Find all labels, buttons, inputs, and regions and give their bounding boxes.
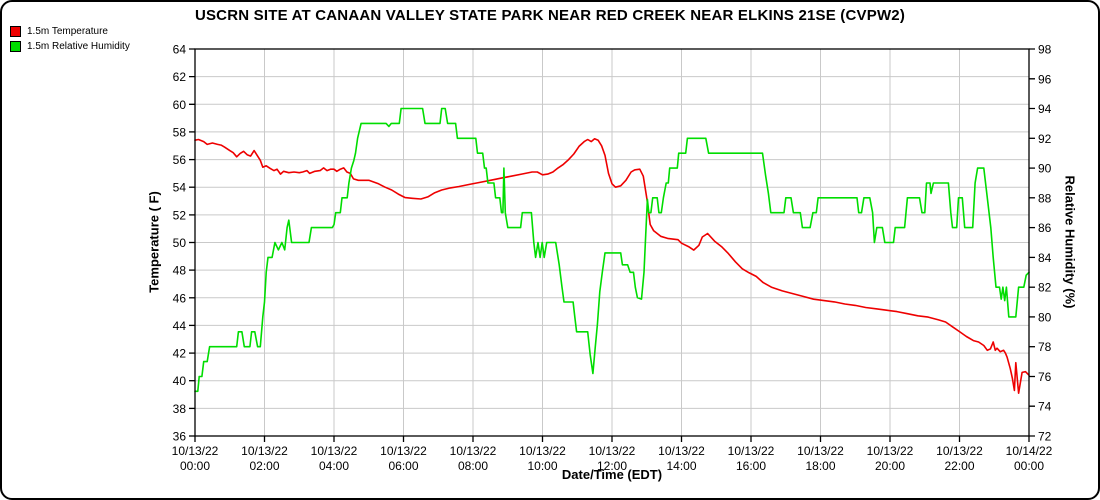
svg-text:50: 50 bbox=[173, 236, 187, 250]
svg-text:10/13/22: 10/13/22 bbox=[241, 444, 288, 458]
x-axis-title: Date/Time (EDT) bbox=[561, 467, 663, 482]
svg-text:36: 36 bbox=[173, 430, 187, 444]
svg-text:00:00: 00:00 bbox=[1014, 459, 1044, 473]
svg-text:78: 78 bbox=[1038, 340, 1052, 354]
svg-text:60: 60 bbox=[173, 98, 187, 112]
svg-text:12:00: 12:00 bbox=[597, 459, 627, 473]
temperature-swatch-icon bbox=[10, 26, 21, 37]
temperature-series-line bbox=[194, 138, 1030, 395]
y-left-axis-title: Temperature ( F) bbox=[146, 191, 162, 293]
legend: 1.5m Temperature 1.5m Relative Humidity bbox=[10, 26, 130, 56]
svg-text:10/13/22: 10/13/22 bbox=[658, 444, 705, 458]
humidity-swatch-icon bbox=[10, 41, 21, 52]
svg-text:88: 88 bbox=[1038, 191, 1052, 205]
svg-text:56: 56 bbox=[173, 153, 187, 167]
svg-text:84: 84 bbox=[1038, 251, 1052, 265]
svg-text:92: 92 bbox=[1038, 132, 1052, 146]
svg-text:10/13/22: 10/13/22 bbox=[519, 444, 566, 458]
svg-text:02:00: 02:00 bbox=[249, 459, 279, 473]
svg-text:10/13/22: 10/13/22 bbox=[450, 444, 497, 458]
legend-label-temperature: 1.5m Temperature bbox=[27, 26, 108, 37]
svg-text:10/13/22: 10/13/22 bbox=[172, 444, 219, 458]
svg-text:14:00: 14:00 bbox=[666, 459, 696, 473]
svg-text:10/13/22: 10/13/22 bbox=[380, 444, 427, 458]
svg-text:42: 42 bbox=[173, 347, 187, 361]
y-right-tick-labels: 98 96 94 92 90 88 86 84 82 80 78 76 74 72 bbox=[1029, 43, 1052, 444]
svg-text:94: 94 bbox=[1038, 102, 1052, 116]
svg-text:04:00: 04:00 bbox=[319, 459, 349, 473]
svg-text:10/13/22: 10/13/22 bbox=[867, 444, 914, 458]
svg-text:54: 54 bbox=[173, 181, 187, 195]
chart-title: USCRN SITE AT CANAAN VALLEY STATE PARK N… bbox=[194, 7, 906, 24]
svg-text:82: 82 bbox=[1038, 281, 1052, 295]
svg-text:48: 48 bbox=[173, 264, 187, 278]
svg-text:10/13/22: 10/13/22 bbox=[797, 444, 844, 458]
svg-text:86: 86 bbox=[1038, 221, 1052, 235]
svg-text:10/14/22: 10/14/22 bbox=[1006, 444, 1053, 458]
svg-text:10:00: 10:00 bbox=[527, 459, 557, 473]
legend-label-humidity: 1.5m Relative Humidity bbox=[27, 41, 130, 52]
svg-text:10/13/22: 10/13/22 bbox=[311, 444, 358, 458]
svg-text:80: 80 bbox=[1038, 310, 1052, 324]
svg-text:44: 44 bbox=[173, 319, 187, 333]
gridlines bbox=[195, 49, 1029, 436]
svg-text:38: 38 bbox=[173, 402, 187, 416]
y-right-axis-title: Relative Humidity (%) bbox=[1062, 175, 1078, 309]
svg-text:96: 96 bbox=[1038, 72, 1052, 86]
svg-text:18:00: 18:00 bbox=[805, 459, 835, 473]
svg-text:10/13/22: 10/13/22 bbox=[936, 444, 983, 458]
svg-text:10/13/22: 10/13/22 bbox=[589, 444, 636, 458]
y-left-tick-labels: 64 62 60 58 56 54 52 50 48 46 44 42 40 38 36 bbox=[173, 43, 195, 444]
svg-text:72: 72 bbox=[1038, 430, 1052, 444]
svg-text:46: 46 bbox=[173, 291, 187, 305]
svg-text:76: 76 bbox=[1038, 370, 1052, 384]
svg-text:10/13/22: 10/13/22 bbox=[728, 444, 775, 458]
svg-text:22:00: 22:00 bbox=[944, 459, 974, 473]
svg-text:20:00: 20:00 bbox=[875, 459, 905, 473]
svg-text:00:00: 00:00 bbox=[180, 459, 210, 473]
svg-text:16:00: 16:00 bbox=[736, 459, 766, 473]
svg-text:40: 40 bbox=[173, 374, 187, 388]
svg-text:74: 74 bbox=[1038, 400, 1052, 414]
x-tick-labels: 10/13/2200:0010/13/2202:0010/13/2204:001… bbox=[172, 436, 1053, 473]
legend-item-temperature: 1.5m Temperature bbox=[10, 26, 130, 37]
svg-text:64: 64 bbox=[173, 43, 187, 57]
legend-item-humidity: 1.5m Relative Humidity bbox=[10, 41, 130, 52]
humidity-series-line bbox=[194, 107, 1030, 393]
svg-text:08:00: 08:00 bbox=[458, 459, 488, 473]
svg-text:62: 62 bbox=[173, 70, 187, 84]
svg-text:52: 52 bbox=[173, 208, 187, 222]
svg-text:98: 98 bbox=[1038, 43, 1052, 57]
svg-text:58: 58 bbox=[173, 125, 187, 139]
svg-text:06:00: 06:00 bbox=[388, 459, 418, 473]
svg-text:90: 90 bbox=[1038, 162, 1052, 176]
